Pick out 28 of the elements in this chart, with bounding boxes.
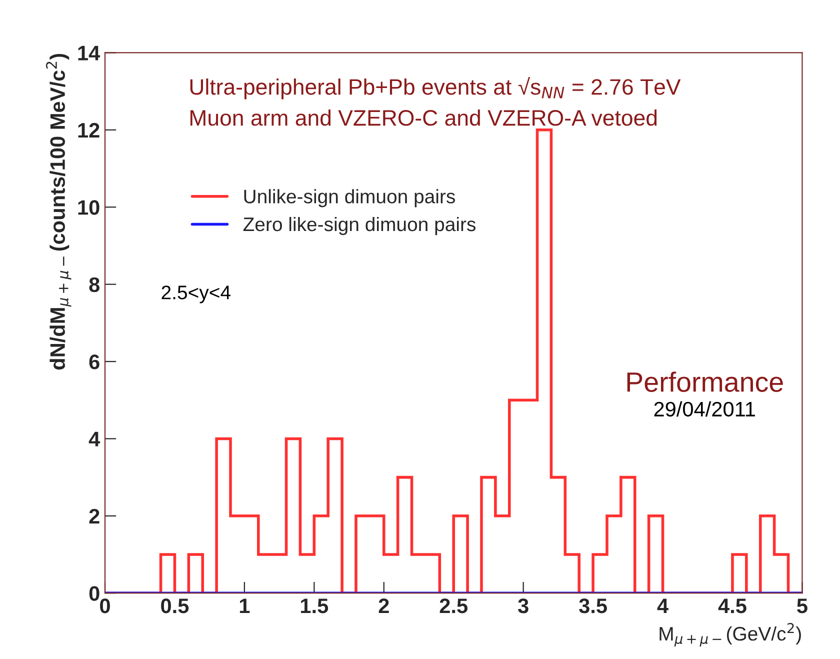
x-tick-label: 4.5	[718, 598, 746, 614]
y-tick-label: 12	[78, 122, 100, 138]
x-tick-label: 0	[100, 598, 110, 614]
x-tick-label: 2	[378, 598, 389, 614]
annotation: Muon arm and VZERO-C and VZERO-A vetoed	[190, 109, 657, 126]
y-tick-label: 2	[89, 508, 100, 524]
annotation: 29/04/2011	[654, 401, 755, 417]
legend-label: Unlike-sign dimuon pairs	[244, 189, 455, 208]
x-tick-label: 0.5	[161, 598, 189, 614]
x-tick-label: 3	[518, 598, 528, 614]
y-tick-label: 8	[89, 277, 100, 292]
x-tick-label: 1	[240, 598, 250, 614]
annotation: Ultra-peripheral Pb+Pb events at √s$_{NN}$ = 2.76 TeV	[190, 77, 681, 100]
y-axis-title: dN/dM$_{μ+μ−}$(counts/100 MeV/c$^{2}$)	[46, 54, 72, 370]
y-tick-label: 10	[78, 200, 100, 215]
y-tick-label: 0	[89, 586, 100, 601]
x-tick-label: 2.5	[440, 598, 468, 614]
x-tick-label: 1.5	[300, 598, 328, 614]
y-tick-label: 4	[88, 432, 100, 446]
x-axis-title: M$_{μ+μ−}$(GeV/c$^{2}$)	[660, 622, 801, 647]
legend-label: Zero like-sign dimuon pairs	[243, 216, 476, 236]
x-tick-label: 4	[657, 598, 668, 614]
y-tick-label: 14	[78, 46, 100, 60]
annotation: Performance	[627, 372, 783, 392]
x-tick-label: 5	[797, 598, 808, 614]
x-tick-label: 3.5	[579, 598, 607, 614]
y-tick-label: 6	[89, 354, 100, 370]
annotation: 2.5<y<4	[162, 286, 230, 304]
